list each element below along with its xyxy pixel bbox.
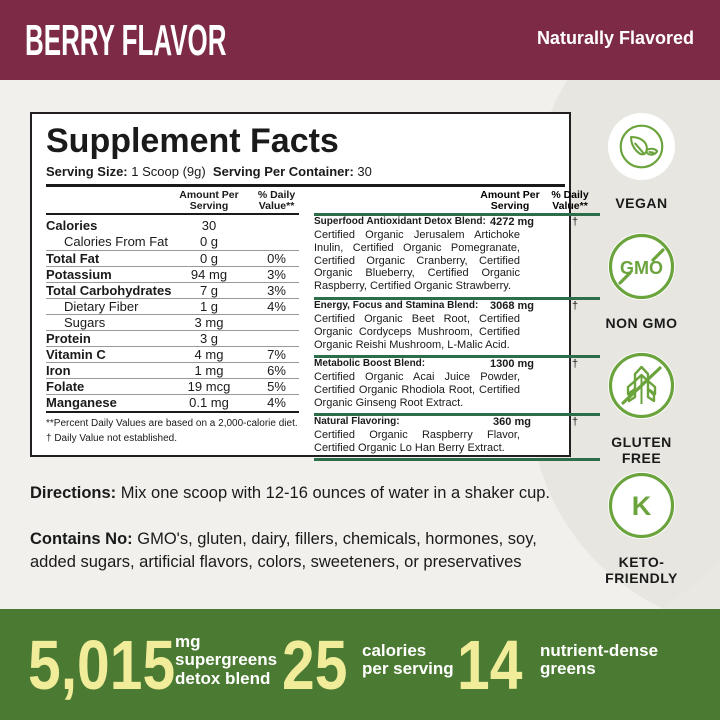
svg-text:K: K	[632, 491, 652, 521]
